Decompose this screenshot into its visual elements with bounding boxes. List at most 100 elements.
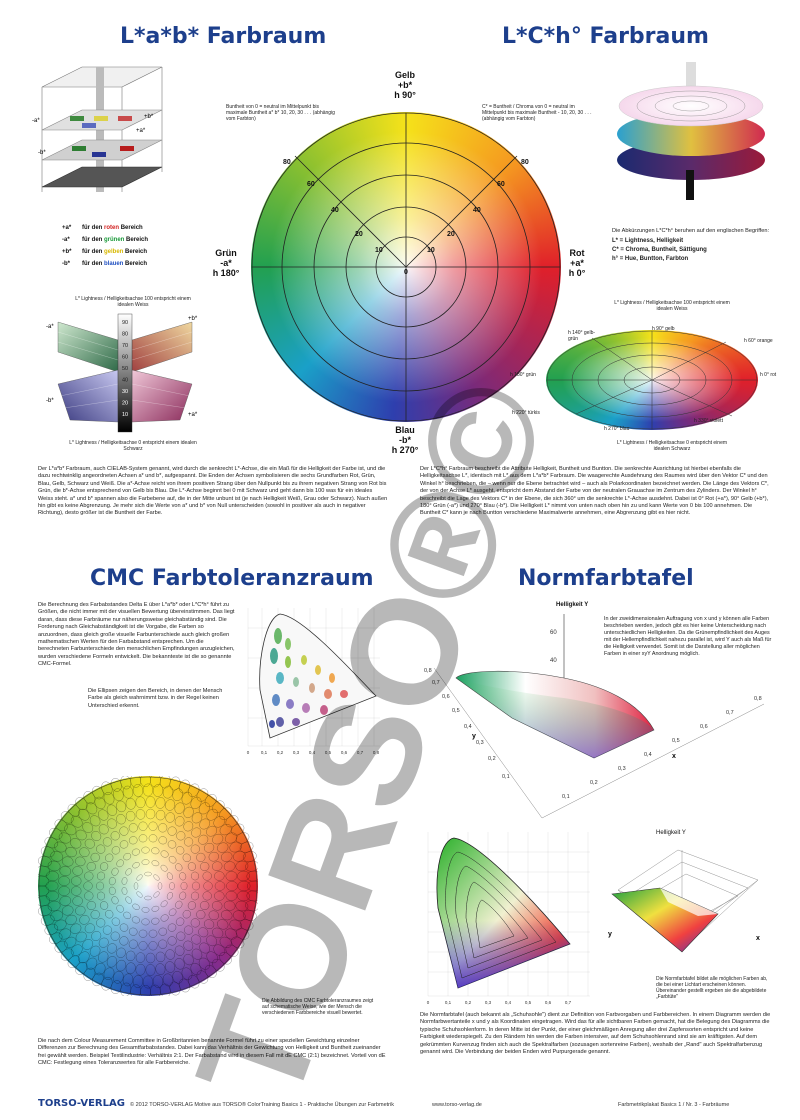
svg-text:60: 60 [497,181,505,188]
svg-text:20: 20 [355,231,363,238]
cmc-tolerance-ellipse [123,852,132,861]
cmc-tolerance-ellipse [198,957,210,970]
cmc-tolerance-ellipse [47,900,61,912]
cmc-tolerance-ellipse [151,860,160,867]
cmc-tolerance-ellipse [214,891,225,901]
cmc-tolerance-ellipse [130,776,141,788]
cmc-tolerance-ellipse [237,870,250,882]
cmc-tolerance-ellipse [75,962,88,975]
cmc-tolerance-ellipse [50,910,63,921]
hue-label-60: h 60° orange [744,338,773,344]
cmc-tolerance-ellipse [202,891,212,901]
cmc-tolerance-ellipse [231,936,245,949]
lch-description: Der L*C*h° Farbraum beschreibt die Attri… [420,466,769,517]
cmc-tolerance-ellipse [64,936,77,948]
cmc-tolerance-ellipse [86,901,96,910]
wheel-note-left: Buntheit von 0 = neutral im Mittelpunkt … [226,104,335,122]
butterfly-axis-tick: 10 [122,412,128,418]
cmc-tolerance-ellipse [90,852,100,862]
cmc-tolerance-ellipse [133,882,139,890]
cmc-tolerance-ellipse [120,982,132,996]
cmc-tolerance-ellipse [97,891,105,901]
cmc-tolerance-ellipse [160,864,168,872]
cmc-tolerance-ellipse [125,798,136,810]
cmc-tolerance-ellipse [70,838,82,849]
cmc-tolerance-ellipse [150,776,161,788]
cmc-tolerance-ellipse [110,931,120,941]
footer-url[interactable]: www.torso-verlag.de [432,1102,482,1108]
cmc-tolerance-ellipse [111,896,119,905]
cmc-tolerance-ellipse [64,824,77,836]
svg-text:y: y [608,931,612,938]
cmc-tolerance-ellipse [67,803,81,817]
cmc-tolerance-ellipse [190,963,202,976]
svg-text:80: 80 [283,159,291,166]
cmc-tolerance-ellipse [172,971,183,984]
cmc-tolerance-ellipse [119,936,129,946]
cmc-tolerance-ellipse [225,832,238,844]
svg-text:0: 0 [404,269,408,276]
cmc-tolerance-ellipse [94,796,106,809]
cmc-tolerance-ellipse [196,970,209,984]
svg-text:0,2: 0,2 [488,756,496,762]
cmc-tolerance-ellipse [199,818,211,830]
cmc-tolerance-ellipse [44,923,59,935]
svg-text:10: 10 [427,247,435,254]
norm-description: Die Normfarbtafel (auch bekannt als „Sch… [420,1012,771,1056]
cmc-tolerance-ellipse [162,973,174,987]
cmc-tolerance-ellipse [132,784,144,797]
cmc-tolerance-ellipse [70,944,83,956]
svg-text:0,6: 0,6 [442,694,450,700]
cmc-tolerance-ellipse [158,823,168,833]
cmc-tolerance-ellipse [167,936,177,946]
cmc-tolerance-ellipse [91,831,102,841]
cmc-tolerance-ellipse [130,984,141,996]
cmc-tolerance-ellipse [214,871,225,881]
butterfly-axis-tick: 60 [122,355,128,361]
cmc-tolerance-ellipse [102,925,112,935]
cmc-tolerance-ellipse [152,784,164,797]
svg-text:0,6: 0,6 [545,1000,552,1005]
svg-text:0,7: 0,7 [432,680,440,686]
cmc-tolerance-ellipse [141,907,150,913]
cmc-tolerance-ellipse [107,943,117,954]
cmc-tolerance-ellipse [71,876,82,886]
footer: TORSO-VERLAG © 2012 TORSO-VERLAG Motive … [0,1096,800,1120]
cmc-tolerance-ellipse [44,837,59,849]
cmc-tolerance-ellipse [108,877,116,886]
svg-text:0,8: 0,8 [424,668,432,674]
cmc-tolerance-ellipse [132,975,144,988]
svg-text:0,2: 0,2 [590,780,598,786]
svg-text:0,7: 0,7 [726,710,734,716]
cmc-tolerance-ellipse [155,951,166,963]
norm-axis-y-label: y [472,733,476,740]
cmc-tolerance-ellipse [138,834,148,843]
cmc-description: Die Berechnung des Farbabstandes Delta E… [38,602,235,668]
cmc-tolerance-ellipse [54,919,67,931]
cmc-tolerance-ellipse [191,934,202,945]
cmc-tolerance-ellipse [128,836,138,845]
cmc-tolerance-ellipse [155,797,166,809]
svg-text:x: x [756,935,760,942]
cmc-tolerance-ellipse [116,904,124,913]
cmc-tolerance-ellipse [229,919,242,931]
svg-text:0,1: 0,1 [502,774,510,780]
cmc-x-tick: 0,3 [293,750,300,755]
cmc-tolerance-ellipse [135,963,146,976]
cmc-tolerance-ellipse [158,939,168,949]
cube-label-minus-a: -a* [32,118,40,124]
cmc-tolerance-ellipse [190,796,202,809]
wheel-label-rot: Rot +a* h 0° [568,248,586,278]
cmc-tolerance-ellipse [155,809,166,821]
cmc-tolerance-ellipse [116,814,126,825]
cmc-tolerance-ellipse [78,951,90,964]
cmc-tolerance-ellipse [75,931,87,943]
cmc-tolerance-ellipse [138,821,148,831]
hue-label-180: h 180° grün [510,372,536,378]
cmc-tolerance-ellipse [108,886,116,895]
cmc-tolerance-ellipse [183,954,194,966]
cmc-tolerance-ellipse [83,967,96,981]
cmc-tolerance-ellipse [38,895,50,907]
cmc-tolerance-ellipse [235,900,249,912]
butterfly-axis-tick: 70 [122,343,128,349]
